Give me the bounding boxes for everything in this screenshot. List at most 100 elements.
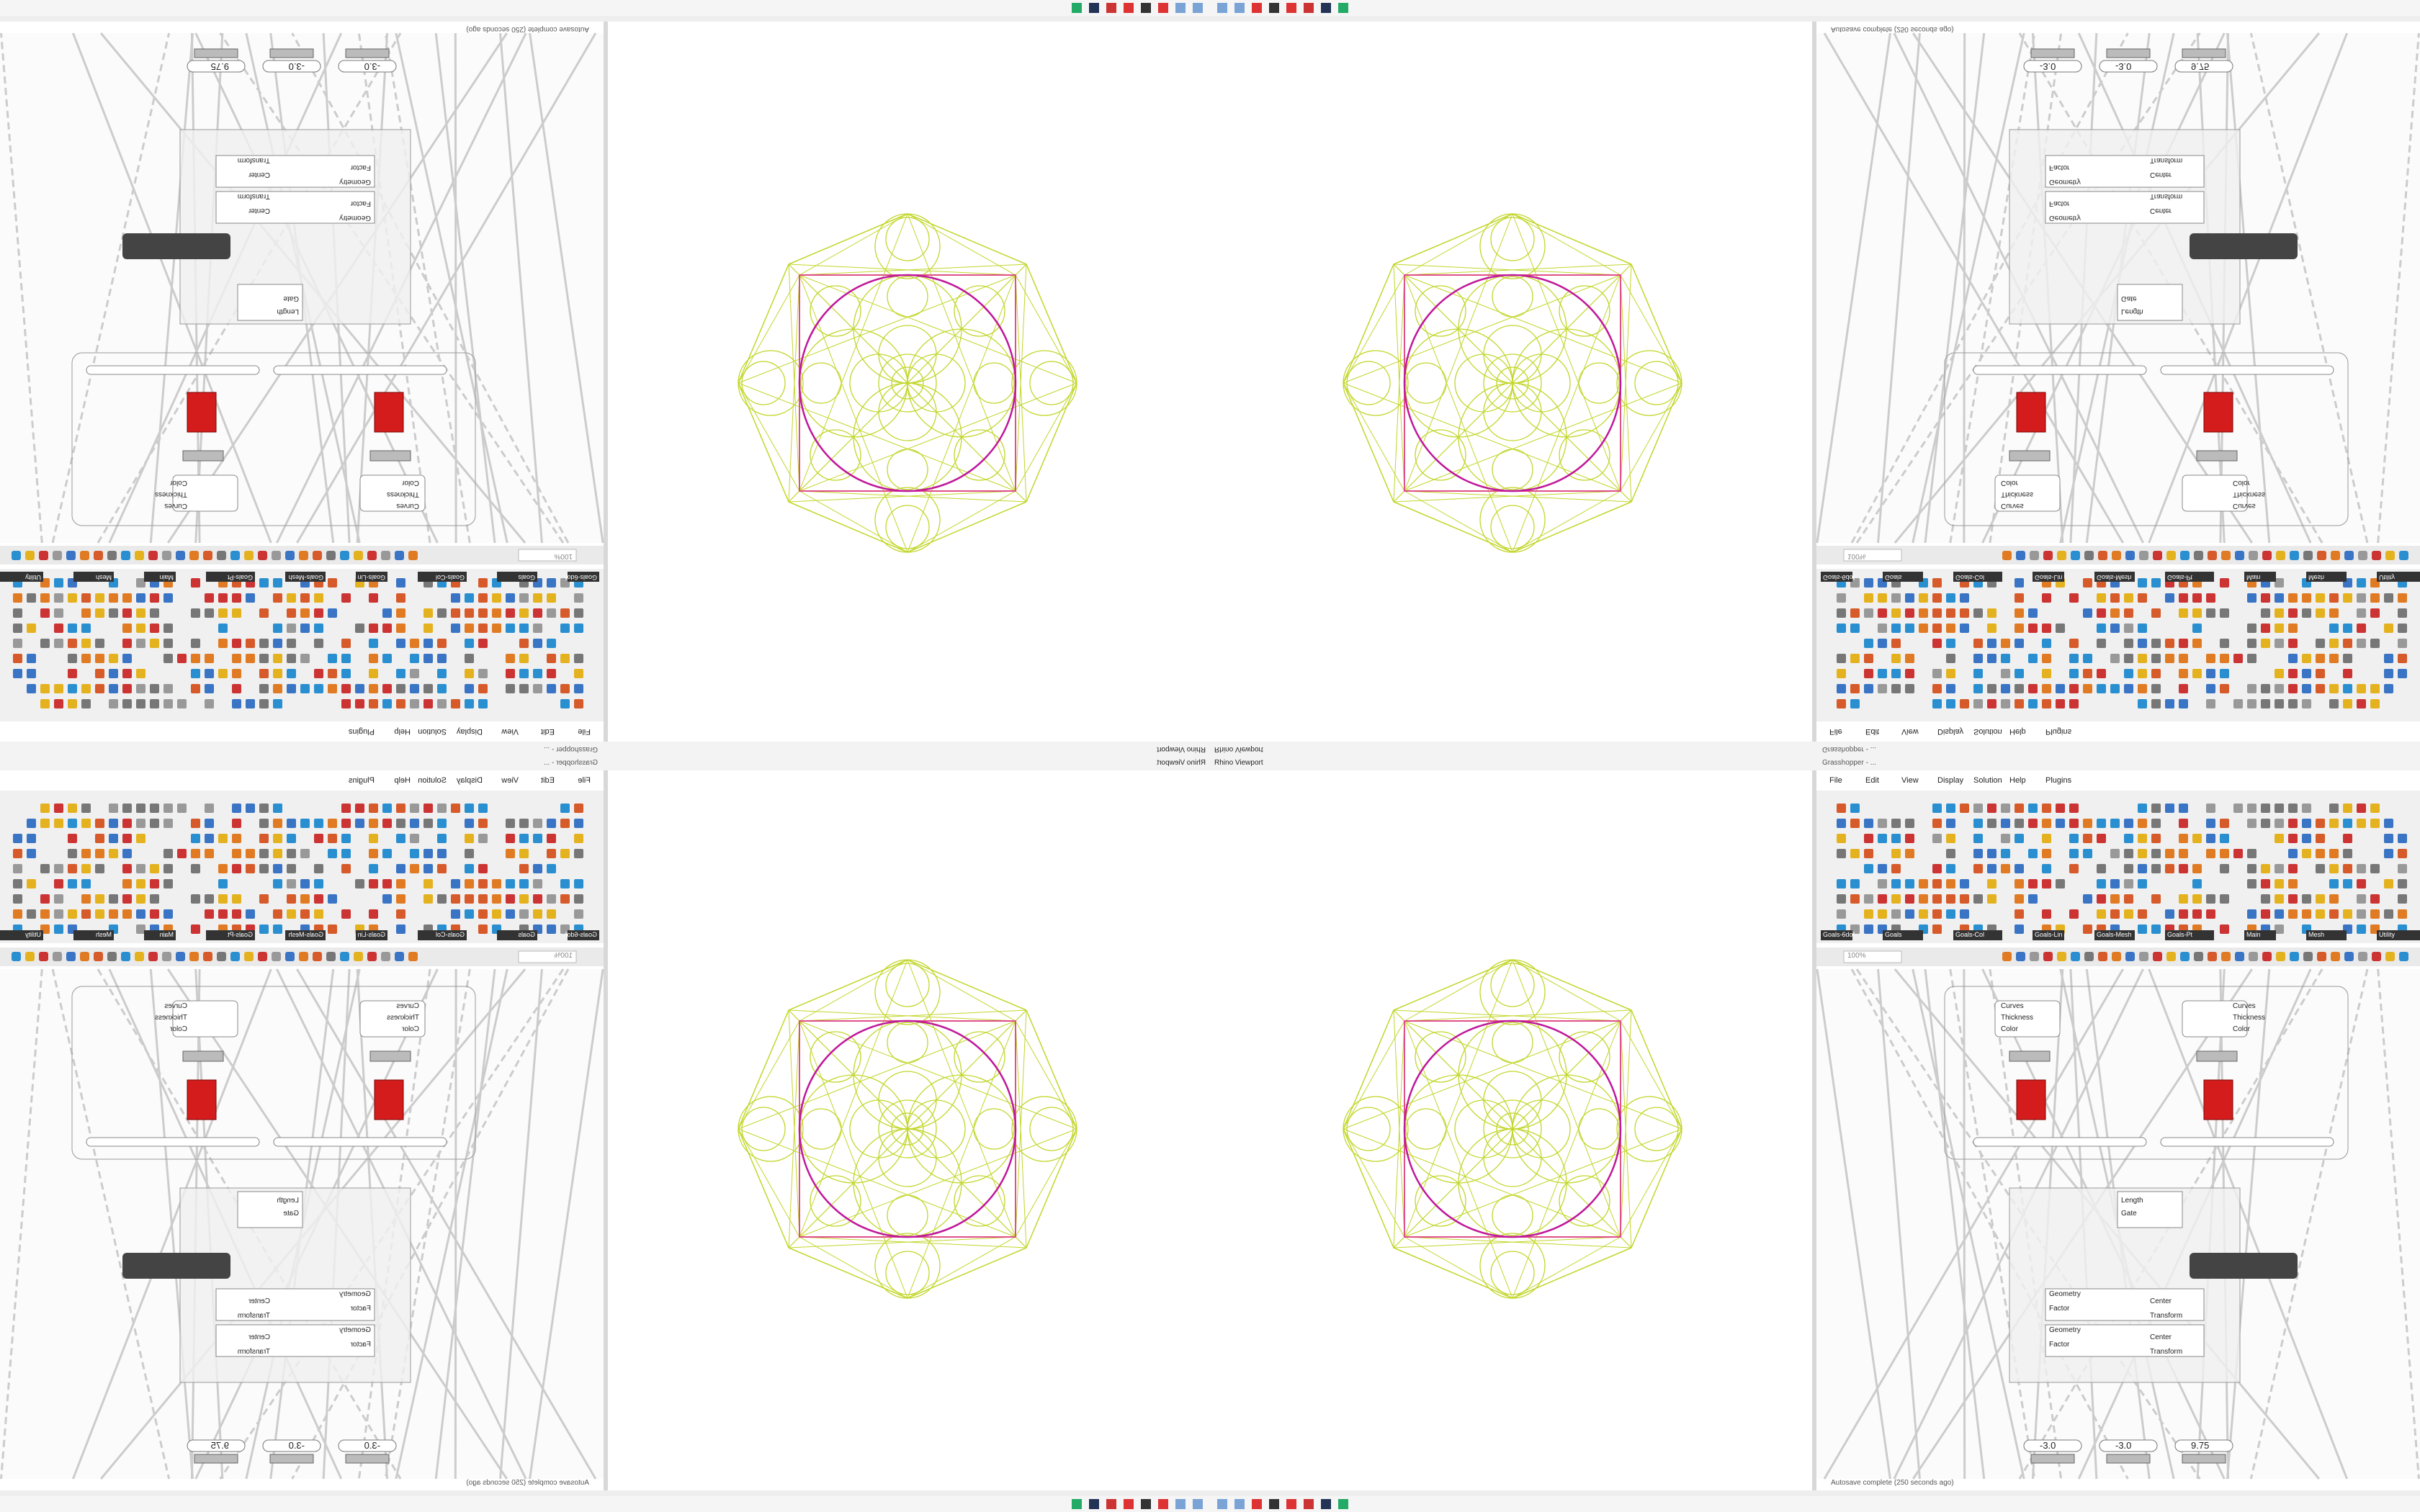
ribbon-icon [396,924,405,934]
ribbon-icon [465,654,474,663]
ribbon-icon [13,654,22,663]
ribbon-icon [2110,849,2120,858]
ribbon-tab: Goals-Col [1955,574,1985,581]
ribbon-icon [259,849,269,858]
ribbon-icon [1987,654,1996,663]
figure-circle [874,1233,941,1299]
ribbon-icon [246,864,255,873]
quadrant: Rhino Viewport Grasshopper - ... File Edit V… [1210,756,2420,1512]
taskbar-icon [1304,3,1314,13]
figure-circle [1011,1096,1077,1162]
figure-edge [907,213,1027,265]
ribbon-icon [560,684,570,693]
ribbon-icon [2138,699,2147,708]
component [215,1324,375,1357]
ribbon-icon [2329,699,2339,708]
ribbon-icon [2151,669,2161,678]
ribbon-icon [205,834,214,843]
slider [273,1137,447,1147]
tab-box [285,930,326,940]
input-label: Transform [237,1312,270,1320]
status-bar [0,16,1210,22]
ribbon-icon [2302,654,2311,663]
slider-box [2174,1439,2233,1452]
ribbon-icon [136,699,145,708]
ribbon-icon [341,639,351,648]
slider-value: -3.0 [2115,1440,2132,1451]
ribbon-icon [1932,909,1942,919]
ribbon-tab: Goals-6dof [1823,574,1855,581]
ribbon-icon [1891,639,1901,648]
ribbon-icon [150,624,159,633]
ribbon-icon [2015,624,2024,633]
ribbon-icon [465,608,474,618]
ribbon-icon [2069,849,2079,858]
ribbon-icon [2151,894,2161,904]
ribbon-icon [287,909,296,919]
tab-box [2033,572,2064,582]
ribbon-icon [1987,864,1996,873]
ribbon-icon [163,864,173,873]
toolbar-icon [299,952,308,961]
tab-box [2033,930,2064,940]
ribbon-icon [1973,608,1983,618]
component-tag [2009,1050,2051,1062]
figure-edge [788,1009,800,1238]
wire [1912,968,2025,1480]
ribbon-icon [1946,894,1955,904]
ribbon-icon [2220,669,2229,678]
ribbon-icon [2165,804,2174,813]
menu-item: Display [456,776,483,785]
viewport-label: Rhino Viewport [1157,745,1206,753]
toolbar-icon [2235,551,2244,560]
wire [1816,32,1891,544]
ribbon-icon [2370,608,2380,618]
ribbon-icon [574,654,583,663]
ribbon-tab: Main [159,574,174,581]
ribbon-icon [136,909,145,919]
ribbon-icon [2233,654,2243,663]
wire [1855,968,2201,1480]
ribbon-icon [150,894,159,904]
figure-edge [1393,490,1621,503]
ribbon-icon [136,608,145,618]
ribbon-icon [109,804,118,813]
ribbon-icon [2316,593,2325,603]
wire [1850,968,2129,1480]
ribbon-icon [259,804,269,813]
ribbon-icon [410,864,419,873]
component-red [2203,392,2233,433]
taskbar-icon [1158,3,1168,13]
ribbon-tab: Goals-Col [1955,931,1985,938]
figure-circle [1492,276,1533,318]
ribbon-icon [1850,654,1860,663]
figure-edge [1620,274,1682,384]
figure-edge [1393,1236,1405,1248]
ribbon-icon [2329,608,2339,618]
ribbon-icon [191,924,200,934]
figure-circle [1492,1022,1533,1063]
taskbar-icon [1321,1499,1331,1509]
ribbon-icon [109,819,118,828]
input-label: Curves [396,1002,419,1010]
toolbar-icon [2385,952,2395,961]
ribbon-icon [2275,669,2284,678]
ribbon-icon [1850,699,1860,708]
ribbon-icon [2316,909,2325,919]
menu-item: Display [1937,727,1964,736]
ribbon-icon [2275,804,2284,813]
ribbon-icon [1891,684,1901,693]
ribbon-icon [2069,819,2079,828]
ribbon-icon [300,608,310,618]
ribbon-icon [2165,593,2174,603]
ribbon-icon [1891,669,1901,678]
ribbon-icon [259,578,269,588]
figure-circle [891,366,924,400]
status-bar [1210,16,2420,22]
ribbon-icon [2042,699,2051,708]
ribbon-icon [341,654,351,663]
figure-edge [1015,1020,1027,1248]
ribbon-icon [2370,819,2380,828]
ribbon-icon [150,879,159,888]
ribbon-icon [1946,834,1955,843]
